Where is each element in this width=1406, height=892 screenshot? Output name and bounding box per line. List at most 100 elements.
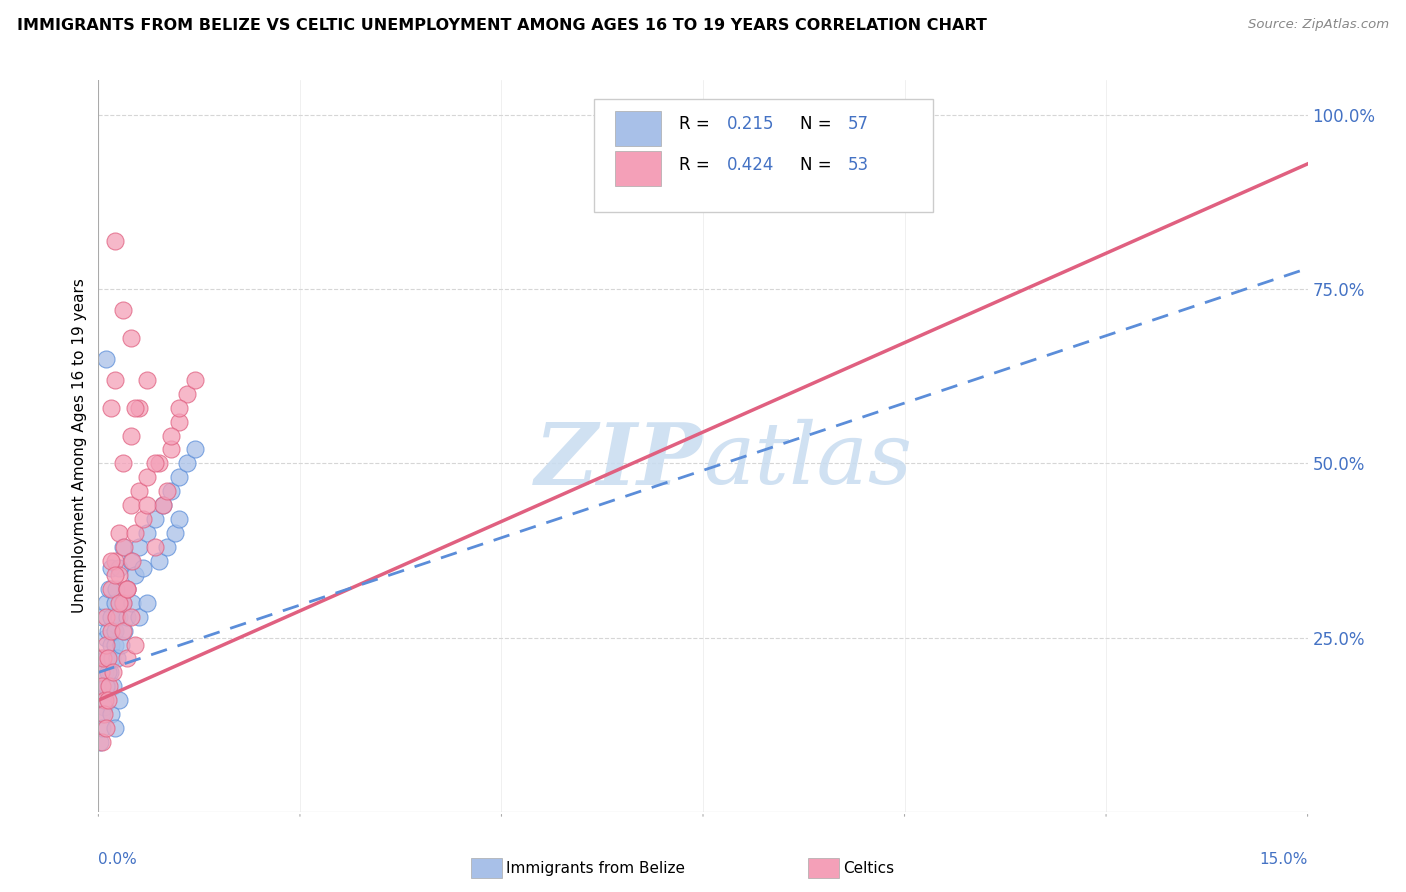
Point [111,596,134,610]
Text: R =: R = [679,115,714,134]
Point [101,651,124,665]
Point [100,582,122,596]
Point [98,665,121,680]
Text: Immigrants from Belize: Immigrants from Belize [506,862,685,876]
Text: N =: N = [800,115,837,134]
Point [91,609,114,624]
Point [100,624,122,638]
Y-axis label: Unemployment Among Ages 16 to 19 years: Unemployment Among Ages 16 to 19 years [72,278,87,614]
Point [107,526,129,541]
Point [120,498,142,512]
Point [94,693,117,707]
Point [94,679,117,693]
Text: N =: N = [800,155,837,174]
Point [156,540,179,554]
Point [103,567,125,582]
Point [184,373,207,387]
Point [93,700,115,714]
Point [117,609,139,624]
Point [167,512,190,526]
Point [97,582,120,596]
Text: Source: ZipAtlas.com: Source: ZipAtlas.com [1249,18,1389,31]
Point [97,651,120,665]
Point [91,679,114,693]
Point [103,596,125,610]
Text: R =: R = [679,155,714,174]
Point [121,554,143,568]
Point [152,498,174,512]
Point [124,401,146,415]
Point [107,596,129,610]
Point [97,665,120,680]
Point [91,651,114,665]
Text: atlas: atlas [703,419,912,502]
Point [135,470,157,484]
Point [101,665,124,680]
Point [132,512,155,526]
Point [135,526,157,541]
Point [101,679,124,693]
Point [115,582,138,596]
Point [152,498,174,512]
Point [120,428,142,442]
Point [124,567,146,582]
Point [167,401,190,415]
Point [128,484,150,499]
Point [100,638,122,652]
Point [105,609,128,624]
Point [160,442,183,457]
Text: 0.0%: 0.0% [98,852,138,867]
Point [111,303,134,318]
Point [90,707,112,722]
Point [100,401,122,415]
Point [143,540,166,554]
Point [103,721,125,735]
Point [120,331,142,345]
Point [120,554,142,568]
Point [135,498,157,512]
Point [110,638,132,652]
Point [120,609,142,624]
Point [135,596,157,610]
Point [111,540,134,554]
Point [156,484,179,499]
Point [115,651,138,665]
Point [96,609,118,624]
Point [100,707,122,722]
Point [104,624,127,638]
Point [148,457,170,471]
Point [100,554,122,568]
Point [112,540,135,554]
Point [90,651,112,665]
Point [97,624,120,638]
Text: 53: 53 [848,155,869,174]
Point [148,554,170,568]
Point [93,693,115,707]
Point [115,582,138,596]
Text: Celtics: Celtics [844,862,894,876]
Point [97,693,120,707]
Point [105,582,128,596]
Point [143,457,166,471]
Text: IMMIGRANTS FROM BELIZE VS CELTIC UNEMPLOYMENT AMONG AGES 16 TO 19 YEARS CORRELAT: IMMIGRANTS FROM BELIZE VS CELTIC UNEMPLO… [17,18,987,33]
Point [105,651,128,665]
Point [96,651,118,665]
Point [121,596,143,610]
Point [96,721,118,735]
Point [108,567,131,582]
Point [89,735,111,749]
Point [135,373,157,387]
Point [107,609,129,624]
Point [184,442,207,457]
Point [91,721,114,735]
Point [111,457,134,471]
Point [167,415,190,429]
Point [167,470,190,484]
Point [96,679,118,693]
FancyBboxPatch shape [595,99,932,212]
Point [90,665,112,680]
Point [107,693,129,707]
Point [100,609,122,624]
Point [94,665,117,680]
Point [163,526,186,541]
